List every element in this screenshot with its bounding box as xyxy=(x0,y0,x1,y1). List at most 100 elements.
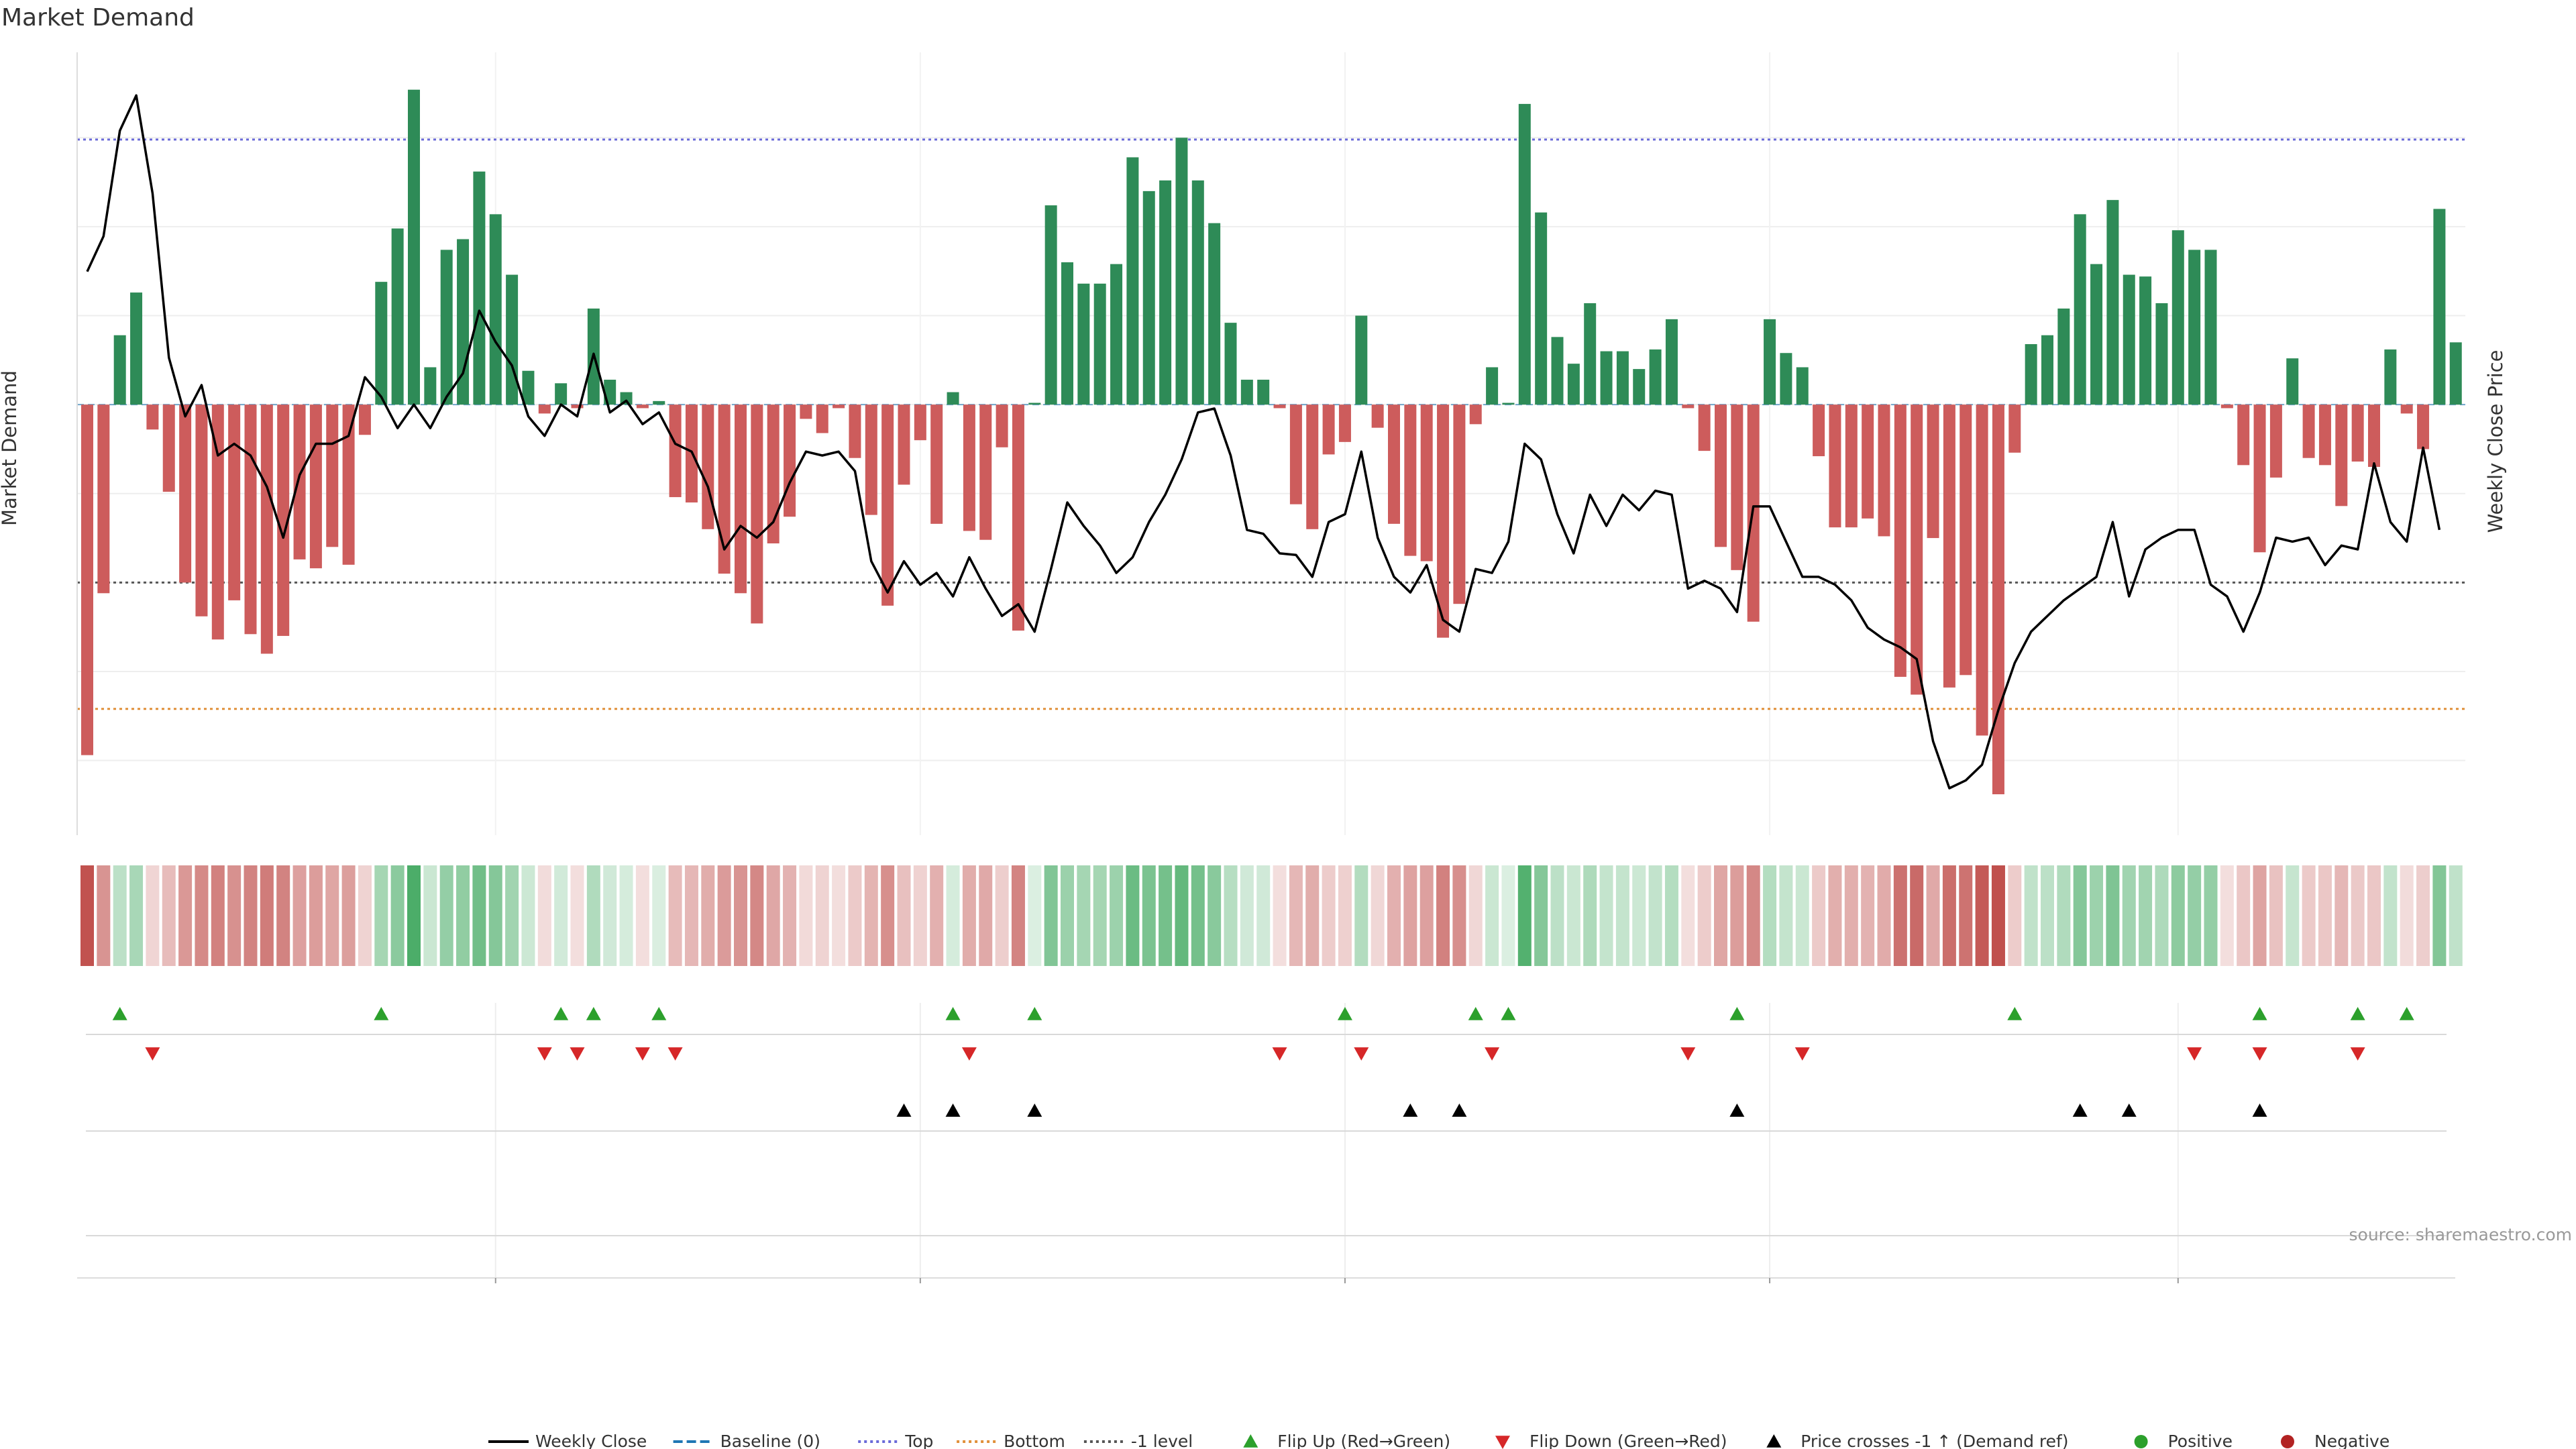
heat-cell xyxy=(962,865,976,966)
demand-bar-positive xyxy=(440,250,453,405)
demand-bar-positive xyxy=(391,228,404,405)
heat-cell xyxy=(750,865,764,966)
legend-swatch-9 xyxy=(2281,1435,2294,1448)
demand-bar-negative xyxy=(1829,405,1841,528)
demand-bar-positive xyxy=(1159,180,1172,405)
demand-bar-negative xyxy=(228,405,241,600)
flip-down-marker xyxy=(1272,1047,1287,1061)
heat-cell xyxy=(113,865,127,966)
demand-bar-positive xyxy=(2155,303,2168,405)
heat-cell xyxy=(146,865,160,966)
heat-cell xyxy=(1697,865,1711,966)
gridlines xyxy=(77,52,2465,835)
heat-cell xyxy=(2237,865,2251,966)
demand-bars xyxy=(81,89,2462,794)
demand-bar-positive xyxy=(1649,349,1662,405)
demand-bar-negative xyxy=(784,405,796,517)
demand-bar-negative xyxy=(1420,405,1433,561)
heat-cell xyxy=(244,865,258,966)
demand-bar-positive xyxy=(1093,283,1106,405)
legend-label-4: -1 level xyxy=(1131,1432,1193,1449)
price-cross-marker xyxy=(1452,1104,1467,1117)
demand-bar-negative xyxy=(244,405,257,635)
demand-bar-negative xyxy=(211,405,224,640)
weekly-close-line xyxy=(86,94,2441,790)
demand-bar-positive xyxy=(2384,349,2397,405)
demand-bar-negative xyxy=(179,405,192,583)
heat-cell xyxy=(2286,865,2300,966)
heat-cell xyxy=(1501,865,1515,966)
heat-cell xyxy=(97,865,111,966)
demand-bar-negative xyxy=(1992,405,2004,794)
legend-label-0: Weekly Close xyxy=(535,1432,647,1449)
demand-bar-negative xyxy=(571,405,584,409)
demand-bar-negative xyxy=(162,405,175,492)
heat-cell xyxy=(1795,865,1809,966)
demand-bar-positive xyxy=(1633,369,1646,405)
heat-cell xyxy=(668,865,682,966)
flip-down-marker xyxy=(2252,1047,2267,1061)
heat-cell xyxy=(2220,865,2234,966)
demand-bar-negative xyxy=(1388,405,1400,524)
demand-bar-negative xyxy=(1469,405,1482,425)
heat-cell xyxy=(1224,865,1238,966)
demand-bar-negative xyxy=(2417,405,2430,449)
demand-bar-positive xyxy=(1616,351,1629,405)
heat-cell xyxy=(407,865,421,966)
flip-up-marker xyxy=(2350,1007,2365,1020)
demand-bar-positive xyxy=(1551,337,1564,405)
demand-bar-positive xyxy=(1110,264,1123,405)
legend-label-9: Negative xyxy=(2314,1432,2390,1449)
demand-bar-negative xyxy=(309,405,322,569)
flip-up-marker xyxy=(553,1007,569,1020)
heat-cell xyxy=(2383,865,2398,966)
heat-cell xyxy=(701,865,715,966)
heat-cell xyxy=(1371,865,1385,966)
heat-cell xyxy=(1208,865,1222,966)
heat-cell xyxy=(178,865,193,966)
heat-cell xyxy=(1240,865,1254,966)
heat-cell xyxy=(472,865,486,966)
heat-cell xyxy=(1664,865,1678,966)
demand-bar-negative xyxy=(2253,405,2266,553)
demand-bar-negative xyxy=(1682,405,1695,409)
heat-cell xyxy=(456,865,470,966)
heat-cell xyxy=(1599,865,1613,966)
demand-bar-negative xyxy=(2220,405,2233,409)
demand-bar-positive xyxy=(1077,283,1090,405)
chart-title: Market Demand xyxy=(1,4,195,32)
demand-bar-negative xyxy=(1338,405,1351,442)
demand-bar-positive xyxy=(130,292,143,405)
heat-cell xyxy=(1273,865,1287,966)
demand-bar-positive xyxy=(1764,319,1776,405)
demand-bar-positive xyxy=(1600,351,1613,405)
flip-down-marker xyxy=(635,1047,650,1061)
demand-bar-negative xyxy=(2302,405,2315,458)
flip-up-marker xyxy=(374,1007,389,1020)
heat-cell xyxy=(1877,865,1891,966)
heat-cell xyxy=(1387,865,1401,966)
heat-cell xyxy=(1550,865,1564,966)
heat-cell xyxy=(1746,865,1760,966)
demand-bar-negative xyxy=(195,405,208,616)
heat-cell xyxy=(2188,865,2202,966)
demand-bar-positive xyxy=(424,367,437,405)
demand-bar-positive xyxy=(489,214,502,405)
demand-bar-positive xyxy=(2433,209,2446,405)
heat-cell xyxy=(1419,865,1434,966)
demand-bar-negative xyxy=(636,405,649,409)
demand-bar-negative xyxy=(1960,405,1972,676)
heat-cell xyxy=(2449,865,2463,966)
heat-cell xyxy=(913,865,927,966)
heat-cell xyxy=(1534,865,1548,966)
heat-cell xyxy=(325,865,339,966)
heat-cell xyxy=(1077,865,1091,966)
demand-bar-positive xyxy=(113,335,126,405)
demand-bar-negative xyxy=(2351,405,2364,462)
demand-bar-negative xyxy=(1862,405,1874,519)
flip-down-marker xyxy=(570,1047,585,1061)
demand-bar-positive xyxy=(2025,343,2037,405)
flip-up-marker xyxy=(2007,1007,2023,1020)
heat-cell xyxy=(1632,865,1646,966)
